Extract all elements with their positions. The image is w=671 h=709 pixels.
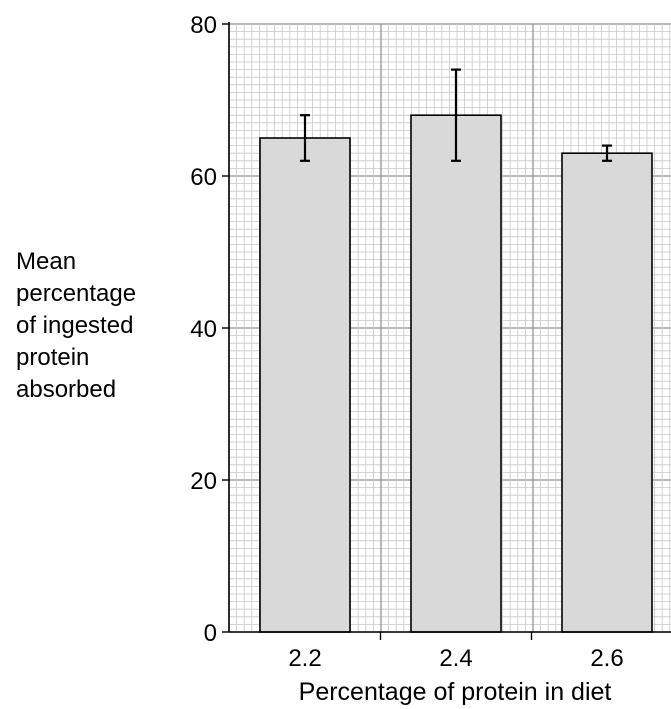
bar bbox=[259, 137, 351, 633]
tick-labels: 2.2 2.4 2.6 0 20 40 60 80 bbox=[190, 12, 623, 672]
y-axis-title-line: protein bbox=[16, 344, 90, 371]
y-tick-label: 20 bbox=[190, 468, 217, 495]
bars bbox=[259, 114, 653, 633]
bar bbox=[561, 152, 653, 633]
x-tick-label: 2.2 bbox=[288, 645, 321, 672]
y-tick-label: 0 bbox=[204, 620, 217, 647]
x-tick-label: 2.6 bbox=[590, 645, 623, 672]
y-tick-label: 60 bbox=[190, 164, 217, 191]
y-axis-title-line: percentage bbox=[16, 280, 137, 307]
x-axis-title: Percentage of protein in diet bbox=[299, 678, 612, 706]
axes bbox=[222, 22, 671, 633]
error-bars bbox=[300, 68, 612, 162]
y-axis-title: Mean percentage of ingested protein abso… bbox=[16, 246, 136, 406]
y-axis-title-line: absorbed bbox=[16, 376, 117, 403]
bar bbox=[410, 114, 502, 633]
y-tick-label: 40 bbox=[190, 316, 217, 343]
y-axis-title-line: of ingested bbox=[16, 312, 134, 339]
y-axis-title-line: Mean bbox=[16, 248, 77, 275]
x-tick-label: 2.4 bbox=[439, 645, 472, 672]
y-tick-label: 80 bbox=[190, 12, 217, 39]
